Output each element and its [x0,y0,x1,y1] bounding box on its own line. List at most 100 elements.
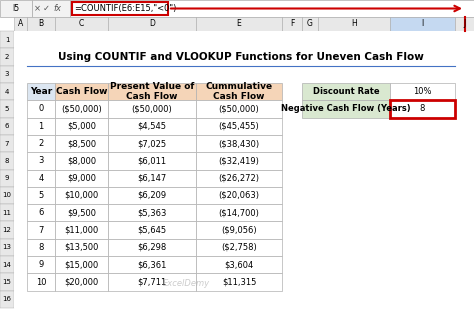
Text: $7,025: $7,025 [137,139,166,148]
Bar [14,204,474,222]
Bar [14,66,474,83]
Text: ($45,455): ($45,455) [219,122,259,131]
Bar [14,135,474,152]
Bar [108,169,196,187]
Bar [0,135,14,152]
Bar [55,152,108,169]
Text: $5,363: $5,363 [137,208,167,217]
Bar [196,239,282,256]
Bar [55,100,108,118]
Bar [108,187,196,204]
Bar [0,204,14,222]
Bar [55,187,108,204]
Text: A: A [18,19,23,28]
Bar [32,0,70,17]
Bar [0,66,14,83]
Text: ($38,430): ($38,430) [219,139,260,148]
Text: 10%: 10% [413,87,432,96]
Bar [55,256,108,273]
Bar [27,118,55,135]
Bar [196,204,282,222]
Bar [14,83,474,100]
Text: Cash Flow: Cash Flow [56,87,107,96]
Bar [0,48,14,66]
Bar [14,239,474,256]
Text: ($14,700): ($14,700) [219,208,259,217]
Text: D: D [149,19,155,28]
Text: $9,500: $9,500 [67,208,96,217]
Bar [14,273,474,291]
Text: 7: 7 [5,140,9,147]
Bar [196,256,282,273]
Text: $6,011: $6,011 [137,156,166,165]
Text: 13: 13 [2,244,11,251]
Bar [55,273,108,291]
Bar [55,17,108,31]
Text: 1: 1 [38,122,44,131]
Text: 12: 12 [2,227,11,233]
Bar [27,187,55,204]
Bar [14,187,474,204]
Text: ($50,000): ($50,000) [61,105,102,113]
Bar [196,83,282,100]
Text: 8: 8 [38,243,44,252]
Bar [196,187,282,204]
Bar [55,239,108,256]
Text: ($9,056): ($9,056) [221,226,257,235]
Bar [302,83,390,100]
Bar [27,135,55,152]
Text: 10: 10 [2,193,11,198]
Text: 10: 10 [36,278,46,286]
Bar [27,273,55,291]
Bar [302,17,318,31]
Bar [0,118,14,135]
Bar [55,222,108,239]
Bar [27,222,55,239]
Bar [196,17,282,31]
Text: $8,000: $8,000 [67,156,96,165]
Bar [14,100,474,118]
Text: B: B [38,19,44,28]
Bar [14,118,474,135]
Bar [318,17,390,31]
Text: ($50,000): ($50,000) [219,105,259,113]
Text: 14: 14 [2,262,11,268]
Text: $6,147: $6,147 [137,174,167,183]
Text: ×: × [34,4,41,13]
Bar [0,187,14,204]
Text: 3: 3 [38,156,44,165]
Bar [455,17,474,31]
Text: $4,545: $4,545 [137,122,166,131]
Text: $11,000: $11,000 [64,226,99,235]
Text: 9: 9 [38,260,44,269]
Bar [108,100,196,118]
Text: E: E [237,19,241,28]
Bar [108,83,196,100]
Text: $6,361: $6,361 [137,260,167,269]
Bar [0,31,14,48]
Text: 8: 8 [420,105,425,113]
Bar [55,169,108,187]
Text: 2: 2 [5,54,9,60]
Text: H: H [351,19,357,28]
Text: 15: 15 [2,279,11,285]
Bar [55,83,108,100]
Text: =COUNTIF(E6:E15,"<0"): =COUNTIF(E6:E15,"<0") [74,4,176,13]
Bar [55,135,108,152]
Text: $10,000: $10,000 [64,191,99,200]
Bar [14,152,474,169]
Text: 7: 7 [38,226,44,235]
Text: 6: 6 [38,208,44,217]
Text: 0: 0 [38,105,44,113]
Bar [0,169,14,187]
Bar [196,118,282,135]
Text: 3: 3 [5,71,9,77]
Bar [14,169,474,187]
Text: I: I [421,19,424,28]
Text: ✓: ✓ [43,4,50,13]
Bar [0,100,14,118]
Text: $7,711: $7,711 [137,278,167,286]
Bar [108,152,196,169]
Bar [108,17,196,31]
Text: J: J [464,19,465,28]
